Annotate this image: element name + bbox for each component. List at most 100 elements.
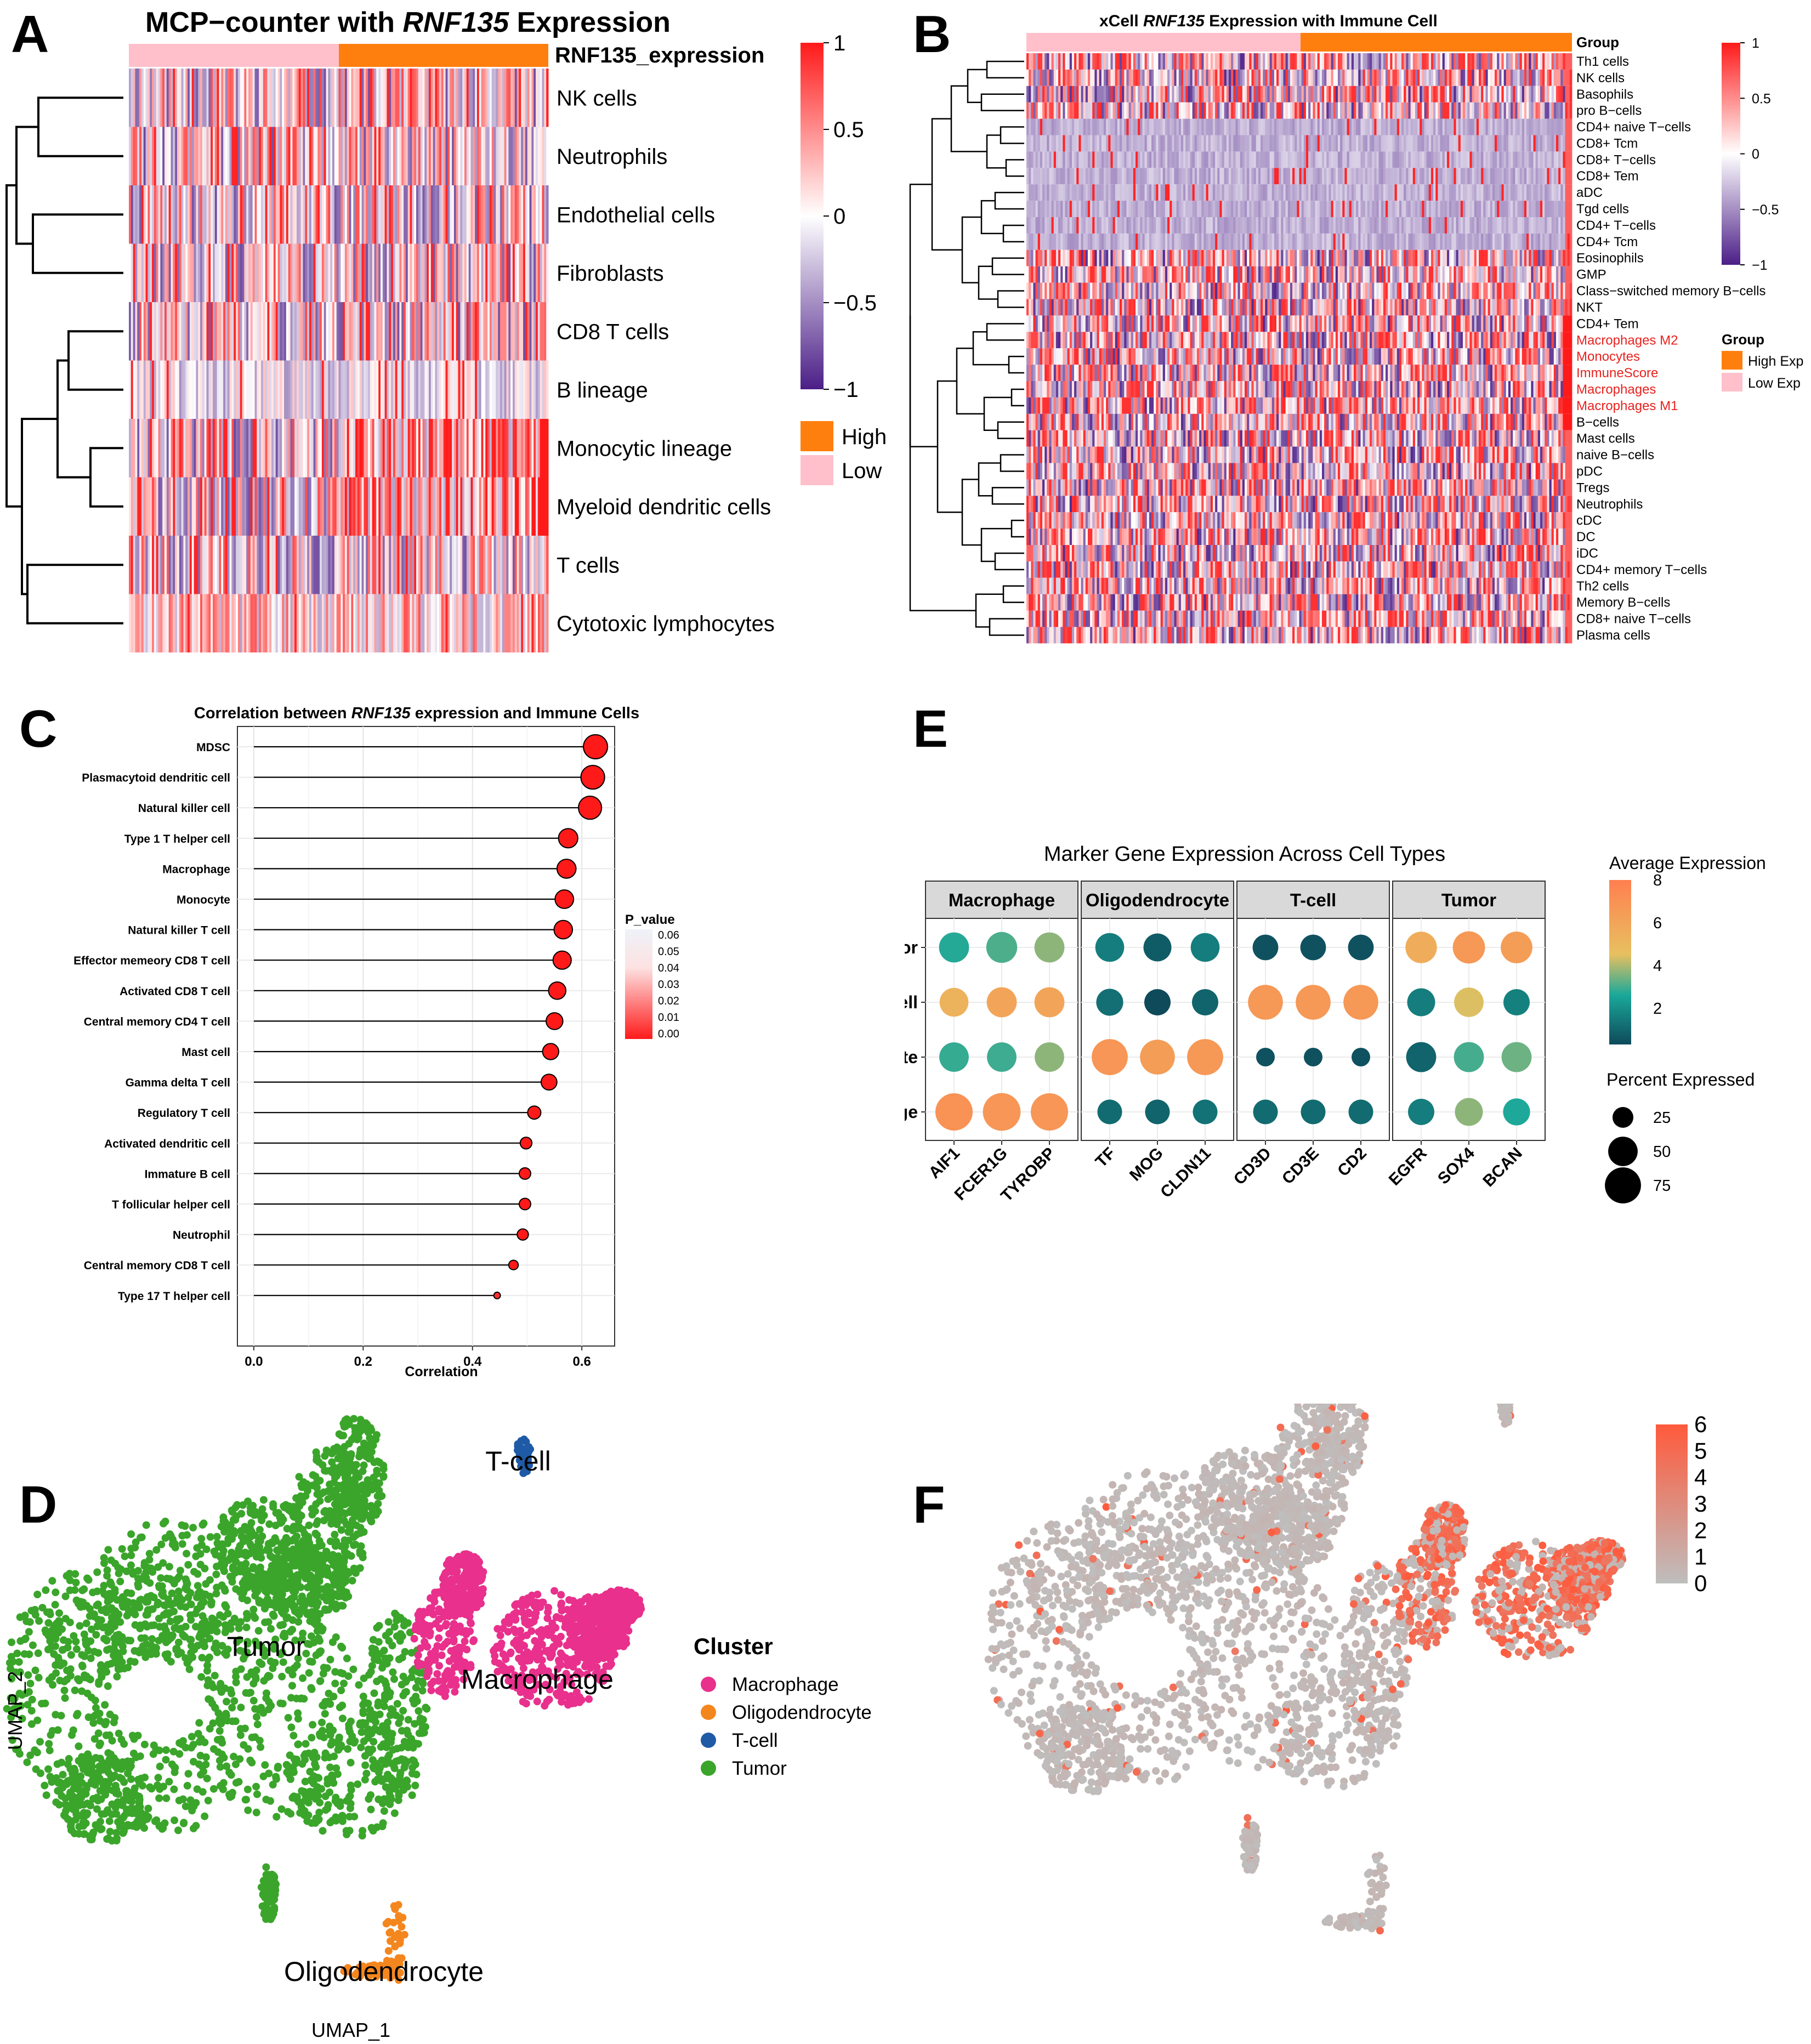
heatmap-cell: [1261, 184, 1263, 201]
heatmap-cell: [485, 127, 488, 185]
heatmap-cell: [267, 243, 270, 302]
heatmap-cell: [1515, 135, 1518, 152]
heatmap-cell: [1158, 69, 1161, 86]
heatmap-cell: [437, 419, 440, 478]
heatmap-cell: [267, 477, 270, 536]
heatmap-cell: [512, 536, 515, 594]
heatmap-cell: [1174, 102, 1177, 119]
heatmap-cell: [1215, 102, 1218, 119]
heatmap-cell: [288, 477, 291, 536]
heatmap-cell: [1051, 102, 1054, 119]
heatmap-cell: [1051, 168, 1054, 185]
heatmap-cell: [453, 185, 457, 244]
heatmap-cell: [439, 360, 442, 419]
heatmap-cell: [1051, 184, 1054, 201]
heatmap-cell: [1094, 118, 1097, 135]
heatmap-cell: [435, 243, 438, 302]
heatmap-cell: [1404, 201, 1406, 217]
heatmap-cell: [427, 69, 429, 127]
heatmap-cell: [508, 594, 511, 652]
heatmap-cell: [1303, 118, 1307, 135]
heatmap-cell: [364, 302, 366, 361]
heatmap-cell: [1305, 217, 1309, 234]
heatmap-cell: [1467, 151, 1470, 168]
heatmap-cell: [1185, 151, 1188, 168]
heatmap-cell: [202, 419, 205, 478]
heatmap-cell: [525, 536, 528, 594]
heatmap-cell: [1156, 53, 1159, 70]
heatmap-cell: [1103, 86, 1106, 103]
heatmap-cell: [1349, 69, 1352, 86]
heatmap-cell: [1569, 151, 1572, 168]
heatmap-cell: [246, 185, 249, 244]
heatmap-cell: [1451, 118, 1454, 135]
heatmap-cell: [1474, 102, 1477, 119]
heatmap-cell: [1033, 168, 1036, 185]
heatmap-cell: [544, 127, 547, 185]
heatmap-cell: [466, 536, 469, 594]
heatmap-cell: [1438, 53, 1440, 70]
heatmap-cell: [1408, 168, 1411, 185]
heatmap-cell: [1122, 151, 1125, 168]
heatmap-cell: [1567, 201, 1570, 217]
heatmap-cell: [378, 302, 381, 361]
panel-a-row-label: NK cells: [557, 86, 637, 110]
heatmap-cell: [1215, 151, 1218, 168]
heatmap-cell: [252, 127, 256, 185]
heatmap-cell: [191, 536, 195, 594]
heatmap-cell: [181, 419, 184, 478]
heatmap-cell: [154, 536, 157, 594]
heatmap-cell: [1317, 135, 1320, 152]
heatmap-cell: [1097, 201, 1100, 217]
heatmap-cell: [1271, 135, 1275, 152]
heatmap-cell: [139, 419, 142, 478]
heatmap-cell: [1192, 102, 1195, 119]
heatmap-cell: [1472, 151, 1475, 168]
heatmap-cell: [338, 360, 341, 419]
heatmap-cell: [236, 360, 239, 419]
heatmap-cell: [328, 127, 331, 185]
heatmap-cell: [1162, 201, 1166, 217]
heatmap-cell: [1237, 69, 1241, 86]
heatmap-cell: [1433, 217, 1436, 234]
heatmap-cell: [376, 127, 379, 185]
heatmap-cell: [267, 360, 270, 419]
heatmap-cell: [133, 302, 135, 361]
heatmap-cell: [498, 536, 501, 594]
heatmap-cell: [221, 360, 224, 419]
heatmap-cell: [1122, 233, 1125, 250]
heatmap-cell: [1042, 168, 1045, 185]
heatmap-cell: [1083, 118, 1086, 135]
heatmap-cell: [521, 594, 524, 652]
heatmap-cell: [1295, 233, 1297, 250]
heatmap-cell: [194, 127, 196, 185]
heatmap-cell: [428, 185, 432, 244]
heatmap-cell: [1295, 217, 1297, 234]
heatmap-cell: [1078, 168, 1081, 185]
heatmap-cell: [1540, 118, 1543, 135]
heatmap-cell: [1115, 53, 1118, 70]
heatmap-cell: [1354, 151, 1356, 168]
heatmap-cell: [1492, 69, 1495, 86]
heatmap-cell: [282, 185, 285, 244]
heatmap-cell: [1449, 151, 1452, 168]
heatmap-cell: [1454, 53, 1456, 70]
heatmap-cell: [466, 477, 469, 536]
heatmap-cell: [1031, 233, 1034, 250]
heatmap-cell: [1112, 118, 1116, 135]
heatmap-cell: [234, 302, 236, 361]
heatmap-cell: [250, 360, 253, 419]
heatmap-cell: [1378, 168, 1382, 185]
heatmap-cell: [420, 185, 423, 244]
heatmap-cell: [282, 419, 285, 478]
heatmap-cell: [1474, 201, 1477, 217]
heatmap-cell: [1408, 233, 1411, 250]
heatmap-cell: [401, 419, 404, 478]
heatmap-cell: [435, 127, 438, 185]
heatmap-cell: [303, 360, 305, 419]
heatmap-cell: [1553, 168, 1557, 185]
heatmap-cell: [1370, 86, 1372, 103]
heatmap-cell: [1435, 217, 1438, 234]
heatmap-cell: [537, 127, 541, 185]
heatmap-cell: [1065, 184, 1068, 201]
